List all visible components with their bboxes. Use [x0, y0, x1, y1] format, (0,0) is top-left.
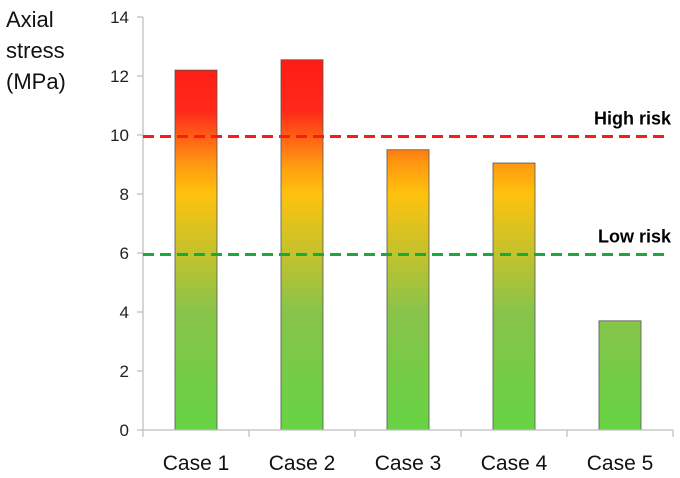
labels: 0 2 4 6 8 10 12 14 Case 1 Case 2 Case 3 Case 4 Case …	[110, 8, 672, 475]
bar-case-1	[174, 69, 218, 431]
x-tick-label: Case 4	[481, 452, 548, 475]
x-tick-label: Case 3	[375, 452, 442, 475]
y-tick-label: 4	[120, 303, 129, 322]
y-tick-label: 8	[120, 185, 129, 204]
reference-label-low-risk: Low risk	[598, 226, 672, 246]
bar-case-2	[280, 59, 324, 431]
y-axis-title-line-3: (MPa)	[6, 69, 66, 94]
bar-case-5	[598, 320, 642, 431]
y-tick-label: 0	[120, 421, 129, 440]
reference-label-high-risk: High risk	[594, 108, 672, 128]
reference-lines	[143, 134, 669, 256]
bar-case-3	[386, 149, 430, 431]
bar-case-4	[492, 162, 536, 431]
y-axis-title-line-2: stress	[6, 38, 65, 63]
axes	[137, 16, 674, 437]
y-axis-title: Axial stress (MPa)	[6, 4, 86, 97]
x-tick-label: Case 5	[587, 452, 654, 475]
y-axis-title-line-1: Axial	[6, 7, 54, 32]
y-tick-label: 10	[110, 126, 129, 145]
bars	[174, 59, 642, 431]
y-tick-label: 12	[110, 67, 129, 86]
y-tick-label: 14	[110, 8, 129, 27]
x-tick-label: Case 1	[163, 452, 230, 475]
y-tick-label: 2	[120, 362, 129, 381]
x-tick-label: Case 2	[269, 452, 336, 475]
y-tick-label: 6	[120, 244, 129, 263]
